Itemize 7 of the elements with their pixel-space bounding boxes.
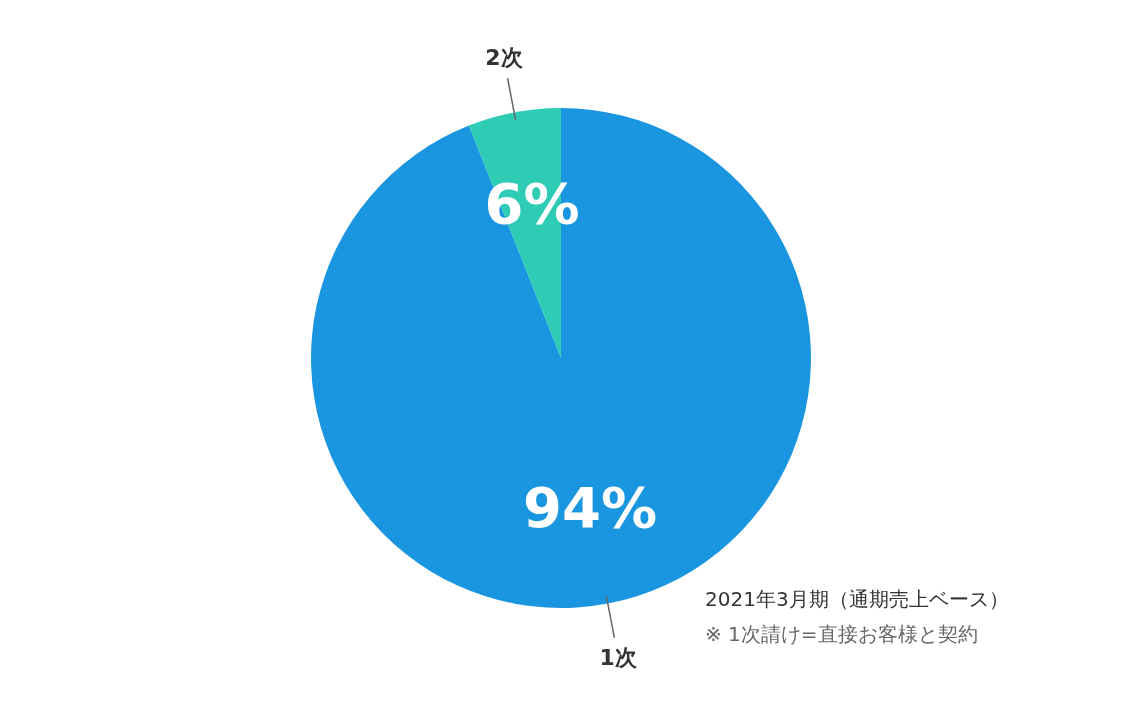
slice-label: 2次: [485, 45, 524, 71]
text: 2021年3月期（通期売上ベース）: [705, 587, 1009, 611]
text: ※ 1次請け=直接お客様と契約: [705, 622, 978, 646]
data-label: 94%: [523, 475, 658, 541]
data-label: 6%: [484, 170, 580, 236]
slice-label: 1次: [599, 644, 638, 670]
pie-slice: [311, 108, 811, 608]
